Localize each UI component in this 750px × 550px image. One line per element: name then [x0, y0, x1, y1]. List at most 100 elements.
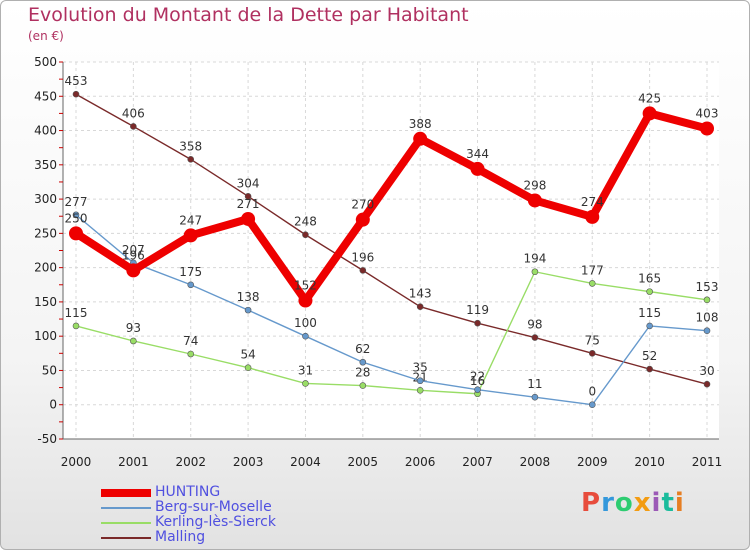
y-tick-label: 0: [49, 398, 57, 412]
legend-swatch-hunting: [101, 489, 151, 497]
data-label: 31: [298, 363, 313, 377]
x-tick-label: 2002: [175, 455, 206, 469]
data-point: [527, 193, 542, 208]
data-point: [416, 377, 424, 385]
data-point: [588, 350, 596, 357]
data-point: [646, 322, 653, 330]
data-label: 207: [122, 243, 145, 257]
x-tick-label: 2000: [61, 455, 92, 469]
data-point: [126, 263, 141, 278]
data-label: 28: [355, 366, 370, 380]
data-point: [416, 387, 424, 394]
data-point: [244, 364, 252, 372]
data-label: 22: [470, 370, 485, 384]
data-point: [470, 161, 485, 176]
x-tick-label: 2003: [233, 455, 264, 469]
data-label: 453: [65, 74, 88, 88]
data-label: 177: [581, 263, 604, 277]
data-point: [187, 350, 195, 358]
data-point: [302, 231, 309, 239]
data-label: 406: [122, 106, 145, 120]
x-tick-label: 2011: [692, 455, 723, 469]
y-tick-label: 300: [34, 192, 57, 206]
chart-title: Evolution du Montant de la Dette par Hab…: [28, 4, 469, 26]
legend-label-malling: Malling: [155, 529, 206, 545]
data-label: 152: [294, 279, 317, 293]
data-point: [359, 267, 367, 274]
data-point: [130, 123, 137, 130]
data-label: 119: [466, 303, 489, 317]
data-label: 52: [642, 349, 657, 363]
data-label: 165: [638, 272, 661, 286]
data-label: 62: [355, 342, 370, 356]
data-label: 247: [179, 213, 202, 227]
chart-subtitle: (en €): [28, 29, 64, 43]
data-point: [244, 193, 252, 200]
data-point: [703, 296, 711, 304]
data-point: [183, 228, 198, 243]
data-label: 35: [413, 361, 428, 375]
data-point: [298, 293, 313, 308]
series-line: [75, 271, 708, 395]
logo-letter: x: [633, 488, 652, 518]
data-point: [531, 334, 539, 341]
y-tick-label: 50: [42, 363, 57, 377]
data-point: [413, 131, 428, 146]
logo-letter: i: [651, 488, 662, 518]
data-point: [703, 327, 711, 334]
data-label: 196: [122, 248, 145, 262]
data-label: 304: [237, 176, 260, 190]
proxiti-logo: Proxiti: [581, 488, 685, 518]
legend-swatch-kerling: [101, 522, 151, 524]
x-tick-label: 2001: [118, 455, 149, 469]
data-point: [359, 358, 367, 366]
data-point: [130, 337, 137, 345]
y-tick-label: 350: [34, 158, 57, 172]
data-label: 298: [523, 178, 546, 192]
y-tick-label: 250: [34, 226, 57, 240]
series-line: [75, 93, 708, 385]
series-line: [72, 109, 711, 305]
data-point: [474, 386, 481, 393]
x-tick-label: 2005: [348, 455, 379, 469]
legend-swatch-berg: [101, 507, 151, 509]
data-label: 16: [470, 374, 485, 388]
data-point: [416, 303, 424, 311]
x-tick-label: 2007: [462, 455, 493, 469]
data-label: 425: [638, 91, 661, 105]
y-tick-label: 100: [34, 329, 57, 343]
data-point: [187, 281, 195, 289]
data-point: [703, 380, 711, 388]
data-label: 248: [294, 215, 317, 229]
data-point: [646, 365, 653, 373]
data-label: 115: [638, 306, 661, 320]
series-line: [75, 214, 708, 406]
data-point: [700, 121, 714, 136]
data-label: 138: [237, 290, 260, 304]
data-point: [187, 156, 195, 163]
data-point: [302, 332, 309, 340]
data-label: 11: [527, 377, 542, 391]
data-label: 98: [527, 318, 542, 332]
data-label: 153: [696, 280, 719, 294]
data-label: 344: [466, 147, 489, 161]
data-point: [646, 288, 653, 295]
data-label: 30: [699, 364, 714, 378]
data-point: [531, 268, 539, 276]
data-point: [642, 106, 657, 121]
legend-label-hunting: HUNTING: [155, 484, 221, 500]
data-point: [585, 209, 600, 224]
y-tick-label: 150: [34, 295, 57, 309]
data-label: 403: [696, 106, 719, 120]
data-point: [72, 322, 80, 330]
data-label: 175: [179, 265, 202, 279]
data-label: 250: [65, 211, 88, 225]
x-tick-label: 2009: [577, 455, 608, 469]
y-tick-label: -50: [37, 432, 57, 446]
x-tick-label: 2010: [634, 455, 665, 469]
data-point: [588, 401, 596, 409]
data-point: [302, 380, 309, 387]
logo-letter: o: [614, 488, 634, 518]
legend-label-berg: Berg-sur-Moselle: [155, 499, 272, 515]
